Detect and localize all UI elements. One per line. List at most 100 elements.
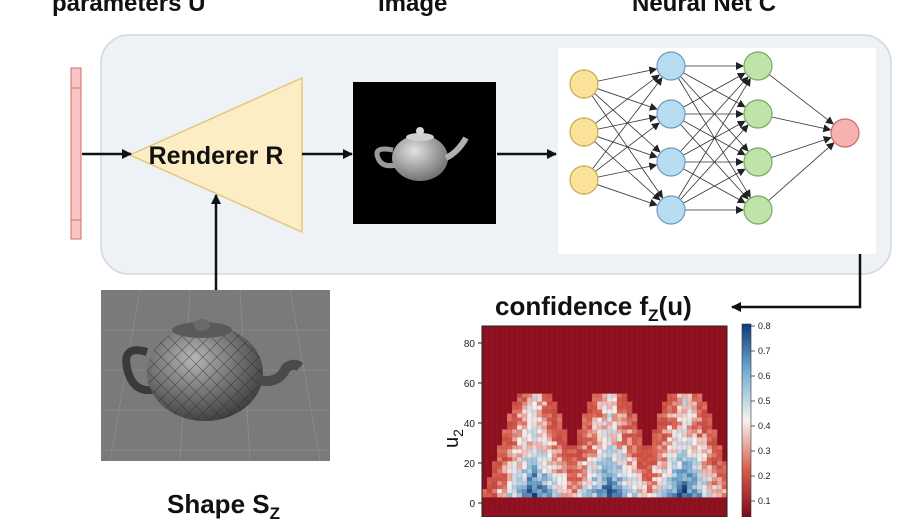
heatmap-cell xyxy=(557,421,563,426)
heatmap-cell xyxy=(552,449,558,454)
heatmap-cell xyxy=(602,425,608,430)
heatmap-cell xyxy=(532,449,538,454)
heatmap-cell xyxy=(547,457,553,462)
heatmap-cell xyxy=(637,445,643,450)
heatmap-cell xyxy=(607,397,613,402)
heatmap-cell xyxy=(617,485,623,490)
heatmap-cell xyxy=(517,473,523,478)
heatmap-cell xyxy=(592,493,598,498)
heatmap-cell xyxy=(507,493,513,498)
heatmap-cell xyxy=(647,477,653,482)
heatmap-cell xyxy=(717,465,723,470)
network-edge xyxy=(594,93,661,153)
network-edge xyxy=(597,136,658,159)
heatmap-cell xyxy=(552,425,558,430)
heatmap-cell xyxy=(617,489,623,494)
shape-subscript: Z xyxy=(269,504,280,524)
heatmap-cell xyxy=(647,453,653,458)
heatmap-cell xyxy=(527,405,533,410)
heatmap-cell xyxy=(667,405,673,410)
heatmap-cell xyxy=(667,445,673,450)
heatmap-cell xyxy=(652,493,658,498)
heatmap-cell xyxy=(587,477,593,482)
heatmap-cell xyxy=(672,485,678,490)
heatmap-cell xyxy=(657,489,663,494)
heatmap-cell xyxy=(527,481,533,486)
heatmap-cell xyxy=(632,445,638,450)
heatmap-cell xyxy=(632,437,638,442)
heatmap-cell xyxy=(627,421,633,426)
heatmap-cell xyxy=(612,429,618,434)
heatmap-cell xyxy=(667,437,673,442)
heatmap-cell xyxy=(502,493,508,498)
heatmap-cell xyxy=(677,413,683,418)
heatmap-cell xyxy=(607,433,613,438)
heatmap-cell xyxy=(712,465,718,470)
heatmap-cell xyxy=(512,489,518,494)
heatmap-cell xyxy=(632,425,638,430)
heatmap-cell xyxy=(607,437,613,442)
heatmap-cell xyxy=(542,433,548,438)
heatmap-cell xyxy=(602,481,608,486)
heatmap-cell xyxy=(692,401,698,406)
heatmap-cell xyxy=(542,469,548,474)
heatmap-cell xyxy=(552,493,558,498)
heatmap-cell xyxy=(672,465,678,470)
heatmap-cell xyxy=(627,437,633,442)
heatmap-cell xyxy=(622,393,628,398)
heatmap-cell xyxy=(702,413,708,418)
heatmap-cell xyxy=(547,429,553,434)
heatmap-cell xyxy=(522,481,528,486)
heatmap-cell xyxy=(697,393,703,398)
heatmap-cell xyxy=(567,469,573,474)
shape-mesh-image xyxy=(101,289,330,462)
heatmap-cell xyxy=(557,457,563,462)
heatmap-cell xyxy=(597,485,603,490)
heatmap-cell xyxy=(692,413,698,418)
heatmap-cell xyxy=(622,485,628,490)
heatmap-cell xyxy=(552,409,558,414)
heatmap-cell xyxy=(667,433,673,438)
heatmap-cell xyxy=(697,493,703,498)
heatmap-cell xyxy=(617,413,623,418)
heatmap-cell xyxy=(512,473,518,478)
heatmap-cell xyxy=(602,429,608,434)
heatmap-cell xyxy=(622,405,628,410)
heatmap-cell xyxy=(507,437,513,442)
heatmap-cell xyxy=(502,457,508,462)
heatmap-cell xyxy=(672,393,678,398)
heatmap-cell xyxy=(537,453,543,458)
heatmap-cell xyxy=(652,465,658,470)
heatmap-cell xyxy=(547,489,553,494)
heatmap-cell xyxy=(602,477,608,482)
heatmap-cell xyxy=(632,441,638,446)
heatmap-cell xyxy=(497,449,503,454)
heatmap-cell xyxy=(517,433,523,438)
heatmap-cell xyxy=(557,453,563,458)
heatmap-cell xyxy=(607,457,613,462)
heatmap-cell xyxy=(702,469,708,474)
heatmap-cell xyxy=(487,489,493,494)
heatmap-cell xyxy=(677,429,683,434)
heatmap-cell xyxy=(567,449,573,454)
heatmap-cell xyxy=(682,473,688,478)
heatmap-cell xyxy=(537,481,543,486)
cb-tick-0.6: 0.6 xyxy=(758,371,771,381)
heatmap-cell xyxy=(562,453,568,458)
heatmap-cell xyxy=(532,417,538,422)
heatmap-cell xyxy=(667,477,673,482)
heatmap-cell xyxy=(507,417,513,422)
heatmap-cell xyxy=(517,457,523,462)
heatmap-cell xyxy=(497,489,503,494)
heatmap-cell xyxy=(697,445,703,450)
heatmap-cell xyxy=(692,425,698,430)
heatmap-cell xyxy=(532,441,538,446)
heatmap-cell xyxy=(527,393,533,398)
heatmap-cell xyxy=(582,485,588,490)
heatmap-cell xyxy=(622,461,628,466)
heatmap-cell xyxy=(602,493,608,498)
heatmap-cell xyxy=(687,441,693,446)
heatmap-cell xyxy=(677,433,683,438)
heatmap-cell xyxy=(512,437,518,442)
network-edge xyxy=(768,142,835,202)
